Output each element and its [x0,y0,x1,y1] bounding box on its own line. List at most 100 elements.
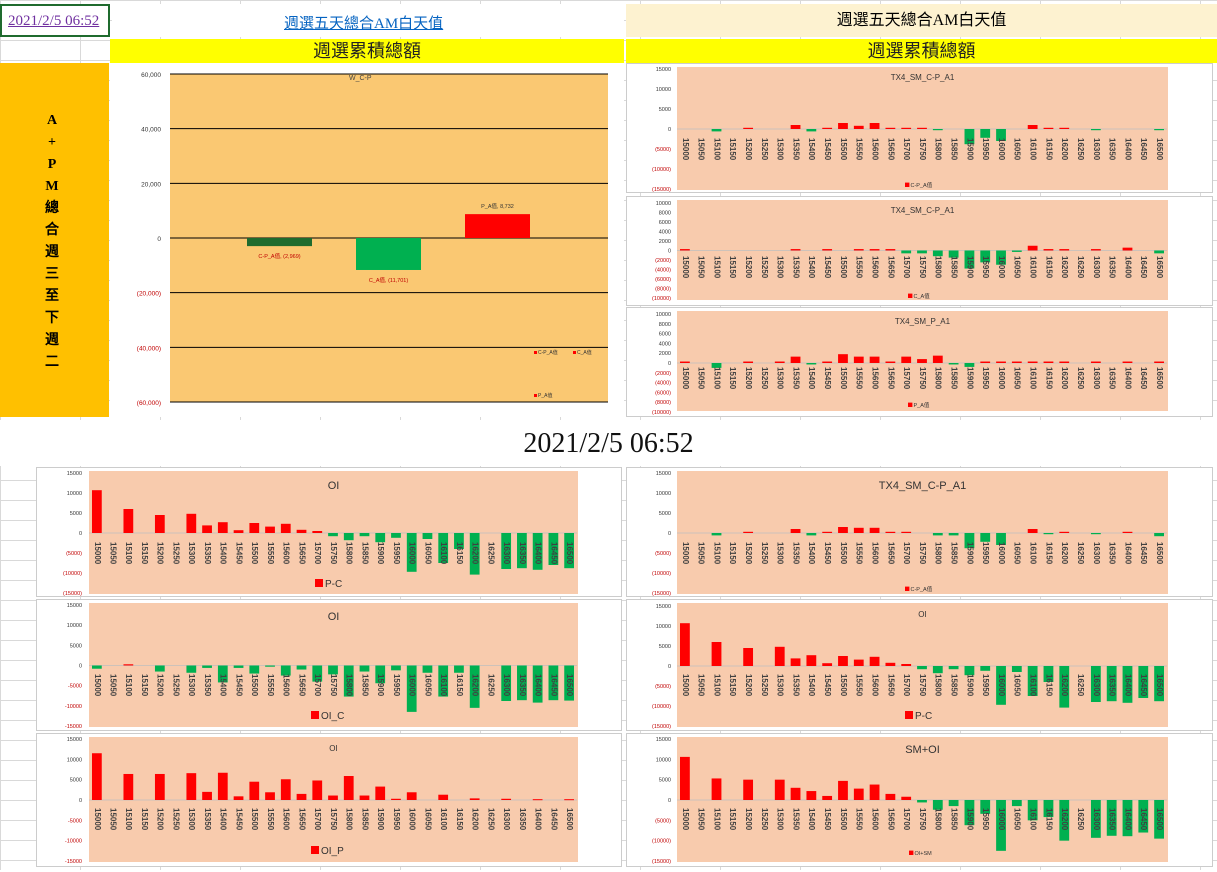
bar [1138,800,1149,833]
date-cell[interactable]: 2021/2/5 06:52 [0,4,110,37]
bar [901,796,912,800]
x-tick-label: 15250 [171,808,180,831]
y-tick-label: (10000) [652,296,671,302]
bar [1043,666,1054,682]
x-tick-label: 16300 [502,674,511,697]
x-tick-label: 15350 [203,674,212,697]
x-tick-label: 16400 [1123,808,1132,831]
x-tick-label: 15300 [776,674,785,697]
bar [853,125,864,129]
bar [838,656,848,666]
data-label: C-P_A值, (2,969) [258,252,300,260]
x-tick-label: 16000 [997,367,1006,390]
x-tick-label: 16450 [1139,808,1148,831]
x-tick-label: 16150 [1044,367,1053,390]
bar [1059,800,1070,841]
bar [501,798,512,800]
bar [123,664,134,666]
x-tick-label: 16500 [1155,367,1164,390]
x-tick-label: 15150 [728,674,737,697]
y-tick-label: (8000) [655,400,671,406]
bar [1090,249,1101,251]
x-tick-label: 15600 [870,138,879,161]
x-tick-label: 15200 [744,542,753,565]
bar [1011,666,1022,672]
x-tick-label: 15000 [681,138,690,161]
bar [1090,361,1101,363]
x-tick-label: 15000 [681,256,690,279]
main-chart: 60,000 40,000 20,000 0 (20,000) (40,000) (60,0… [137,72,608,407]
x-tick-label: 15050 [697,674,706,697]
bottom-chart-3-panel: 15000 10000 5000 0 -5000 -10000 -15000 OI 15000 1… [36,599,622,731]
y-tick-label: 15000 [656,737,671,743]
bar [280,779,291,800]
bar [501,533,512,569]
x-tick-label: 15850 [950,674,959,697]
x-tick-label: 16500 [565,808,574,831]
y-tick-label: (5000) [655,818,671,824]
x-tick-label: 15050 [109,542,118,565]
x-tick-label: 16150 [1044,138,1053,161]
x-tick-label: 16350 [518,542,527,565]
y-tick-label: (10000) [652,167,671,173]
bar [980,666,991,671]
bar [359,665,370,672]
x-tick-label: 15200 [744,138,753,161]
legend-swatch [311,846,319,854]
y-tick-label: 0 [668,127,671,133]
bottom-chart-5-panel: 15000 10000 5000 0 -5000 -10000 -15000 OI 15000 1… [36,733,622,867]
bar [980,361,991,363]
x-tick-label: 15750 [329,808,338,831]
bar [853,527,864,533]
legend-label: C_A值 [914,292,931,300]
bar [853,356,864,363]
x-tick-label: 15550 [266,542,275,565]
bar [328,795,338,800]
side-label-box: A + P M 總合週三至下週二 [0,63,109,417]
bar [548,533,559,565]
x-tick-label: 15700 [313,542,322,565]
bottom-chart-4-panel: 15000 10000 5000 0 (5000) (10000) (15000) OI 150… [626,599,1213,731]
x-tick-label: 15150 [140,808,149,831]
bar [869,527,880,533]
bar [901,531,912,533]
x-tick-label: 15700 [902,808,911,831]
chart-title: OI [329,744,337,753]
link-title[interactable]: 週選五天總合AM白天值 [284,16,444,32]
x-tick-label: 15850 [950,542,959,565]
y-tick-label: 10000 [656,312,671,318]
bar [406,665,417,712]
legend-swatch [311,711,319,719]
x-tick-label: 16350 [1108,138,1117,161]
x-tick-label: 15550 [855,367,864,390]
legend-swatch [905,711,913,719]
x-tick-label: 16200 [1060,138,1069,161]
y-tick-label: 0 [668,361,671,367]
x-tick-label: 15800 [345,808,354,831]
x-tick-label: 15050 [697,808,706,831]
bar [790,249,801,251]
x-tick-label: 16150 [1044,542,1053,565]
bar [822,795,833,800]
y-tick-label: 10000 [67,757,82,763]
y-tick-label: 5000 [70,778,82,784]
chart-title: TX4_SM_P_A1 [895,317,951,326]
bottom-chart-2-panel: 15000 10000 5000 0 (5000) (10000) (15000) TX4_S… [626,467,1213,597]
bar [1043,127,1054,129]
x-tick-label: 15800 [934,138,943,161]
bar [980,800,991,814]
data-label: C_A值, (11,701) [369,276,409,284]
bar [680,249,690,251]
x-tick-label: 15900 [376,674,385,697]
y-tick-label: (15000) [652,859,671,865]
chart-title: W_C-P [349,75,372,82]
x-tick-label: 16100 [1029,674,1038,697]
x-tick-label: 15500 [839,256,848,279]
x-tick-label: 16050 [423,808,432,831]
bar [948,363,959,365]
x-tick-label: 16300 [1092,367,1101,390]
side-label-char: A [46,113,58,128]
x-tick-label: 16300 [1092,808,1101,831]
x-tick-label: 16250 [486,542,495,565]
bar [454,665,464,673]
